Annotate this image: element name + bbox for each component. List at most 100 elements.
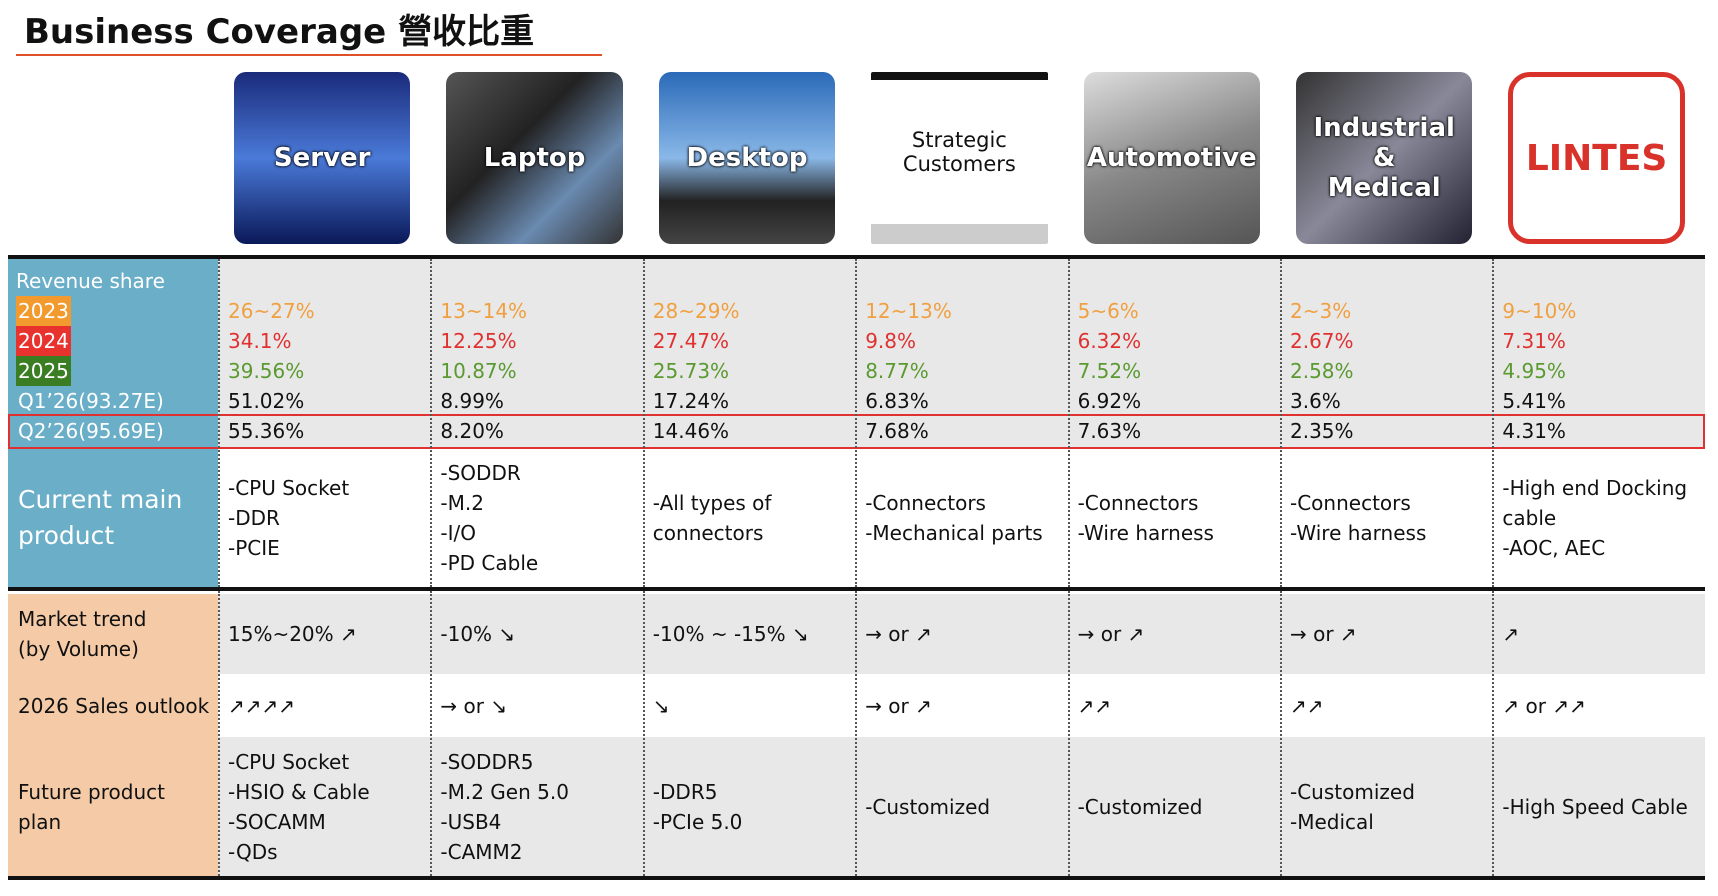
revenue-value: 8.99% bbox=[440, 389, 504, 413]
plan-cell: -DDR5 -PCIe 5.0 bbox=[643, 737, 855, 876]
trend-text: ↗↗↗↗ bbox=[228, 693, 296, 718]
row-label: Q1’26(93.27E) bbox=[18, 389, 164, 413]
product-line: -Mechanical parts bbox=[865, 521, 1043, 545]
plan-line: -QDs bbox=[228, 839, 278, 864]
product-line: -AOC, AEC bbox=[1502, 536, 1606, 560]
product-line: -Connectors bbox=[1077, 491, 1199, 515]
divider bbox=[1280, 259, 1282, 587]
revenue-value: 2.67% bbox=[1290, 329, 1354, 353]
divider bbox=[642, 591, 645, 876]
trend-text: → or ↘ bbox=[440, 693, 508, 718]
trend-value: → or ↘ bbox=[430, 674, 642, 737]
product-line: -Connectors bbox=[1290, 491, 1411, 515]
rule bbox=[8, 255, 1705, 259]
trend-text: ↘ bbox=[652, 693, 670, 718]
revenue-value: 2~3% bbox=[1290, 299, 1352, 323]
trend-value: → or ↗ bbox=[1280, 594, 1492, 674]
plan-line: -SODDR5 bbox=[440, 749, 534, 774]
revenue-value: 17.24% bbox=[652, 389, 730, 413]
label-line: plan bbox=[18, 809, 62, 834]
label-line: Current main bbox=[18, 485, 183, 514]
revenue-value: 39.56% bbox=[228, 359, 305, 383]
revenue-value: 7.31% bbox=[1502, 329, 1566, 353]
label-line: Future product bbox=[18, 779, 165, 804]
product-line: -Connectors bbox=[865, 491, 986, 515]
label-bg bbox=[8, 594, 218, 876]
divider bbox=[218, 591, 220, 876]
plan-line: -CPU Socket bbox=[228, 749, 350, 774]
revenue-value: 13~14% bbox=[440, 299, 528, 323]
product-line: -Wire harness bbox=[1077, 521, 1214, 545]
revenue-value: 14.46% bbox=[652, 419, 730, 443]
revenue-value: 8.77% bbox=[865, 359, 929, 383]
label-line: 2026 Sales outlook bbox=[18, 693, 210, 718]
product-line: -High end Docking bbox=[1502, 476, 1688, 500]
segment-image: Server bbox=[234, 72, 411, 244]
plan-cell: -Customized bbox=[855, 737, 1067, 876]
product-line: -Wire harness bbox=[1290, 521, 1427, 545]
revenue-value: 2.35% bbox=[1290, 419, 1354, 443]
trend-text: ↗ bbox=[1502, 622, 1520, 646]
segment-image: LINTES bbox=[1508, 72, 1685, 244]
divider bbox=[855, 591, 858, 876]
label-line: Market trend bbox=[18, 607, 147, 631]
plan-line: -SOCAMM bbox=[228, 809, 326, 834]
divider bbox=[642, 259, 645, 587]
row-label: 2023 bbox=[16, 296, 71, 326]
row-label: 2026 Sales outlook bbox=[8, 674, 218, 737]
revenue-value: 12.25% bbox=[440, 329, 517, 353]
revenue-value: 6.32% bbox=[1077, 329, 1142, 353]
revenue-value: 51.02% bbox=[228, 389, 305, 413]
plan-line: -HSIO & Cable bbox=[228, 779, 370, 804]
row-bg bbox=[218, 259, 1705, 449]
row-bg bbox=[218, 674, 1705, 737]
trend-text: ↗ or ↗↗ bbox=[1502, 693, 1586, 718]
plan-line: -High Speed Cable bbox=[1502, 794, 1688, 819]
trend-text: -10% ~ -15% ↘ bbox=[652, 622, 809, 646]
product-line: -DDR bbox=[228, 506, 280, 530]
trend-text: ↗↗ bbox=[1077, 693, 1112, 718]
product-line: -PCIE bbox=[228, 536, 280, 560]
revenue-value: 10.87% bbox=[440, 359, 517, 383]
revenue-value: 55.36% bbox=[228, 419, 305, 443]
trend-value: ↗↗ bbox=[1280, 674, 1492, 737]
trend-text: → or ↗ bbox=[1077, 622, 1145, 646]
revenue-value: 12~13% bbox=[865, 299, 952, 323]
plan-line: -Customized bbox=[865, 794, 991, 819]
product-line: -I/O bbox=[440, 521, 476, 545]
divider bbox=[218, 259, 220, 587]
product-cell: -Connectors -Wire harness bbox=[1068, 449, 1280, 587]
product-cell: -High end Docking cable -AOC, AEC bbox=[1492, 449, 1704, 587]
divider bbox=[1280, 591, 1282, 876]
trend-text: → or ↗ bbox=[865, 693, 932, 718]
product-line: -M.2 bbox=[440, 491, 484, 515]
revenue-value: 28~29% bbox=[652, 299, 740, 323]
trend-value: -10% ~ -15% ↘ bbox=[643, 594, 855, 674]
trend-text: 15%~20% ↗ bbox=[228, 622, 357, 646]
plan-line: -Customized bbox=[1077, 794, 1203, 819]
revenue-value: 9.8% bbox=[865, 329, 916, 353]
revenue-value: 34.1% bbox=[228, 329, 292, 353]
divider bbox=[855, 259, 858, 587]
revenue-value: 7.63% bbox=[1077, 419, 1142, 443]
product-cell: -Connectors -Mechanical parts bbox=[855, 449, 1067, 587]
product-line: connectors bbox=[652, 521, 764, 545]
revenue-value: 8.20% bbox=[440, 419, 504, 443]
rule bbox=[8, 876, 1705, 880]
segment-image: Automotive bbox=[1083, 72, 1260, 244]
plan-line: -USB4 bbox=[440, 809, 502, 834]
title: Business Coverage 營收比重 bbox=[24, 12, 535, 52]
revenue-value: 5~6% bbox=[1077, 299, 1139, 323]
product-line: -SODDR bbox=[440, 461, 521, 485]
revenue-value: 7.68% bbox=[865, 419, 929, 443]
plan-line: -M.2 Gen 5.0 bbox=[440, 779, 569, 804]
revenue-value: 7.52% bbox=[1077, 359, 1142, 383]
row-label: 2024 bbox=[16, 326, 71, 356]
product-cell: -Connectors -Wire harness bbox=[1280, 449, 1492, 587]
revenue-value: 6.83% bbox=[865, 389, 929, 413]
trend-value: ↗ or ↗↗ bbox=[1492, 674, 1704, 737]
segment-image: Industrial & Medical bbox=[1296, 72, 1473, 244]
revenue-value: 4.31% bbox=[1502, 419, 1566, 443]
divider bbox=[430, 591, 433, 876]
